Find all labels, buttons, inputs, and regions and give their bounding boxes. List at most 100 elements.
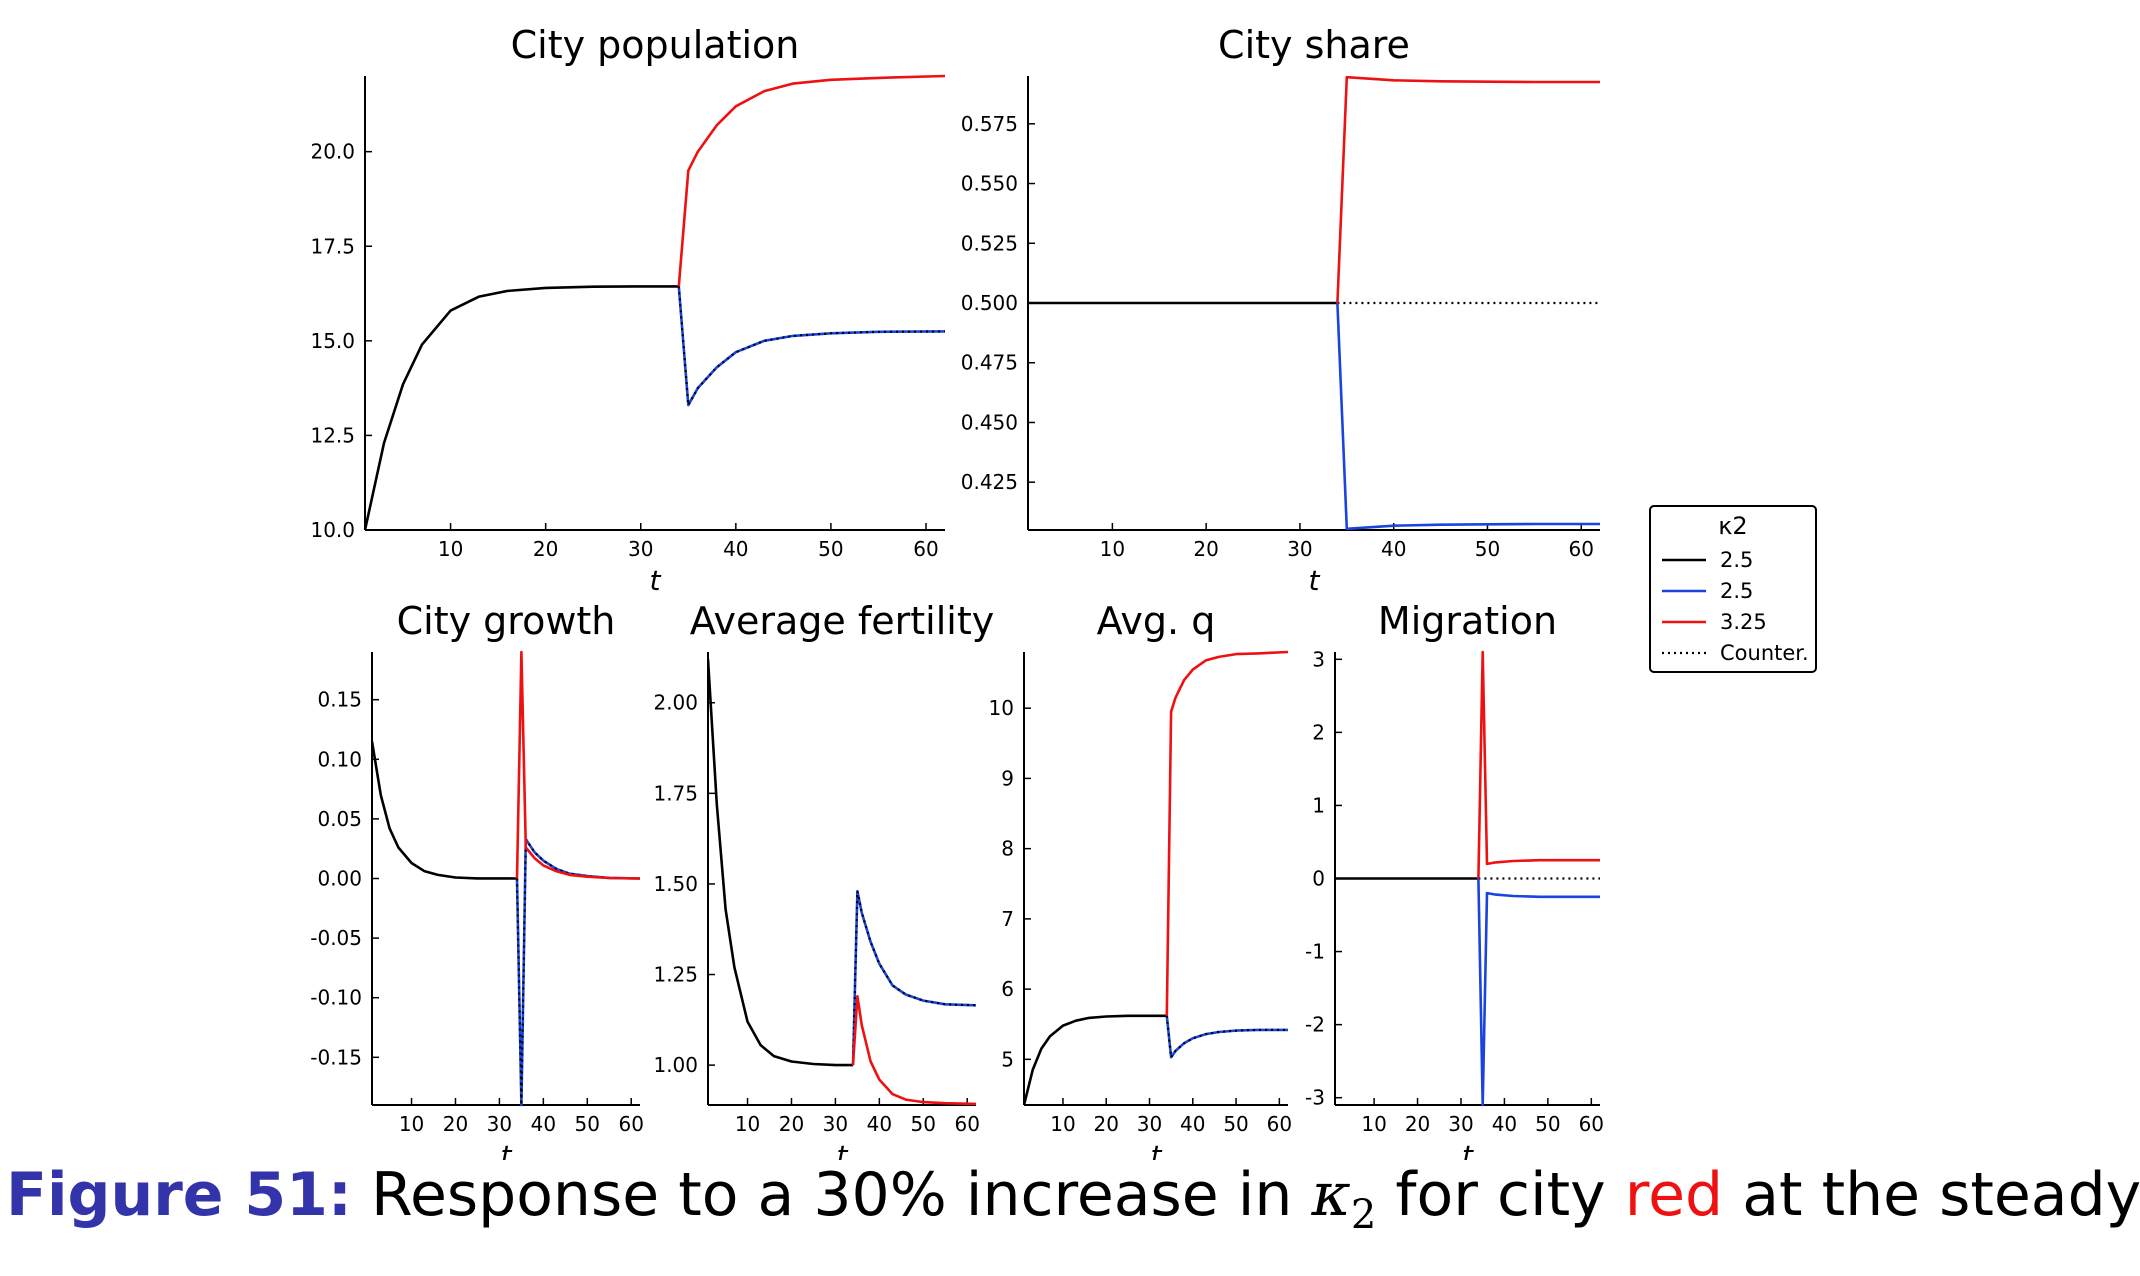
x-tick-label: 50 [1535, 1112, 1560, 1136]
y-tick-label: 0.450 [961, 410, 1018, 434]
y-tick-label: 7 [1001, 907, 1014, 931]
series-line [1336, 302, 1600, 531]
series-group [372, 650, 641, 1107]
x-tick-label: 40 [723, 537, 748, 561]
x-tick-label: 50 [911, 1112, 936, 1136]
x-tick-label: 60 [954, 1112, 979, 1136]
series-line [851, 994, 977, 1106]
x-tick-label: 30 [1137, 1112, 1162, 1136]
y-tick-label: 0.10 [317, 747, 362, 771]
legend-box [1649, 505, 1817, 673]
panel-title: Average fertility [690, 599, 994, 643]
panel-6: Migration 10 20 30 40 50 60 -3 -2 -1 0 1 2 3 t [1305, 599, 1604, 1160]
y-tick-label: -0.05 [310, 926, 362, 950]
x-tick-label: 30 [1287, 537, 1312, 561]
series-line [851, 889, 977, 1066]
y-tick-label: -3 [1305, 1086, 1325, 1110]
series-line [708, 659, 853, 1067]
y-tick-label: -1 [1305, 940, 1325, 964]
x-tick-label: 20 [443, 1112, 468, 1136]
legend-entry-label: 2.5 [1720, 579, 1753, 603]
legend-title: κ2 [1718, 512, 1747, 540]
panel-4: Average fertility 10 20 30 40 50 60 1.00 1.25 1.5… [653, 599, 994, 1160]
x-tick-label: 60 [1579, 1112, 1604, 1136]
series-line-counterfactual [515, 838, 641, 1107]
figure-caption: Figure 51: Response to a 30% increase in… [6, 1160, 2140, 1238]
y-tick-label: 0.00 [317, 867, 362, 891]
series-line [515, 650, 641, 880]
y-tick-label: 0.575 [961, 112, 1018, 136]
y-tick-label: 17.5 [310, 234, 355, 258]
x-tick-label: 20 [779, 1112, 804, 1136]
x-tick-label: 40 [867, 1112, 892, 1136]
y-tick-label: 0.425 [961, 470, 1018, 494]
series-group [708, 659, 977, 1106]
x-tick-label: 50 [1223, 1112, 1248, 1136]
x-tick-label: 30 [823, 1112, 848, 1136]
x-tick-label: 10 [1361, 1112, 1386, 1136]
y-tick-label: 8 [1001, 837, 1014, 861]
y-tick-label: 10 [989, 696, 1014, 720]
y-tick-label: 1.00 [653, 1053, 698, 1077]
series-line [677, 74, 946, 287]
caption-label: Figure 51: [6, 1160, 352, 1230]
y-tick-label: 1.25 [653, 963, 698, 987]
x-tick-label: 30 [487, 1112, 512, 1136]
y-tick-label: 1.75 [653, 781, 698, 805]
y-tick-label: 20.0 [310, 140, 355, 164]
y-tick-label: 0.500 [961, 291, 1018, 315]
y-tick-label: 0.15 [317, 688, 362, 712]
x-axis-label: t [837, 1139, 849, 1160]
y-tick-label: 12.5 [310, 423, 355, 447]
series-line [1024, 1014, 1167, 1106]
y-tick-label: 2.00 [653, 691, 698, 715]
panel-title: City share [1218, 23, 1410, 67]
panel-title: Avg. q [1097, 599, 1216, 643]
x-tick-label: 20 [1193, 537, 1218, 561]
x-tick-label: 50 [1475, 537, 1500, 561]
series-line-counterfactual [851, 890, 977, 1066]
caption-kappa-symbol: κ [1311, 1160, 1351, 1230]
panel-title: Migration [1378, 599, 1557, 643]
series-line-counterfactual [677, 286, 946, 407]
y-tick-label: 9 [1001, 766, 1014, 790]
caption-text-before: Response to a 30% increase in [370, 1160, 1293, 1230]
panel-3: City growth 10 20 30 40 50 60 -0.15 -0.10 -0.05 0.… [310, 599, 644, 1160]
y-tick-label: -0.10 [310, 986, 362, 1010]
caption-text-after: at the steady state [1742, 1160, 2140, 1230]
x-tick-label: 60 [913, 537, 938, 561]
y-tick-label: 2 [1312, 720, 1325, 744]
x-tick-label: 50 [575, 1112, 600, 1136]
panel-5: Avg. q 10 20 30 40 50 60 5 6 7 8 9 10 t [989, 599, 1293, 1160]
series-group [1028, 75, 1600, 531]
x-tick-label: 10 [735, 1112, 760, 1136]
series-line [1165, 650, 1289, 1016]
x-axis-label: t [501, 1139, 513, 1160]
series-line [365, 285, 679, 531]
series-line [677, 286, 946, 407]
x-tick-label: 10 [399, 1112, 424, 1136]
series-group [1335, 650, 1600, 1107]
x-tick-label: 40 [1180, 1112, 1205, 1136]
x-tick-label: 30 [1448, 1112, 1473, 1136]
x-tick-label: 10 [438, 537, 463, 561]
y-tick-label: 0.05 [317, 807, 362, 831]
y-tick-label: -0.15 [310, 1045, 362, 1069]
x-tick-label: 60 [618, 1112, 643, 1136]
caption-kappa-subscript: 2 [1350, 1192, 1377, 1238]
panel-title: City population [511, 23, 800, 67]
series-group [365, 74, 946, 531]
legend-entry-label: 3.25 [1720, 610, 1767, 634]
y-tick-label: 10.0 [310, 518, 355, 542]
caption-kappa: κ2 [1311, 1160, 1377, 1238]
x-tick-label: 10 [1050, 1112, 1075, 1136]
series-line [1336, 75, 1600, 304]
panel-1: City population 10 20 30 40 50 60 10.0 12.5 15.0 1… [310, 23, 946, 597]
x-tick-label: 30 [628, 537, 653, 561]
series-line-counterfactual [1165, 1015, 1288, 1059]
x-tick-label: 60 [1267, 1112, 1292, 1136]
x-tick-label: 50 [818, 537, 843, 561]
x-tick-label: 20 [1405, 1112, 1430, 1136]
y-tick-label: 0.550 [961, 172, 1018, 196]
